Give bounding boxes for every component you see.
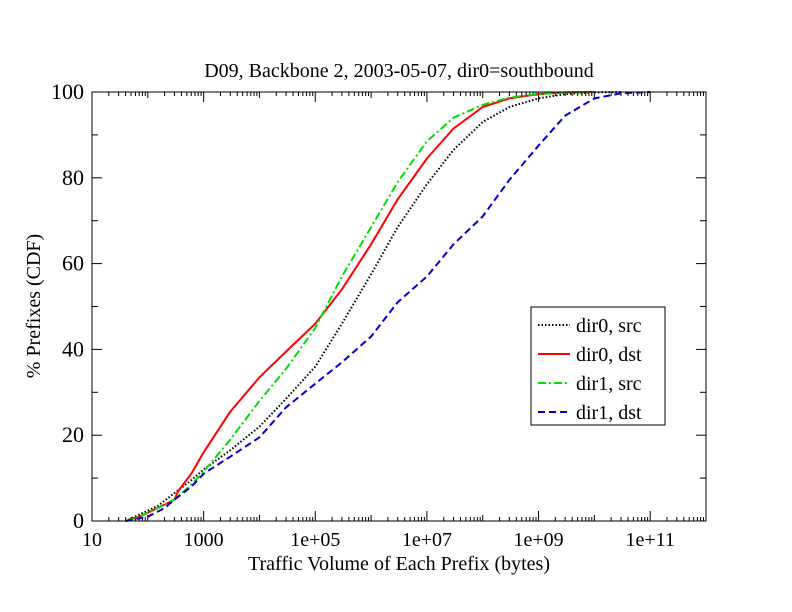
series-line-4 <box>125 91 651 522</box>
y-tick-labels: 0 20 40 60 80 100 <box>51 79 84 533</box>
x-axis-label: Traffic Volume of Each Prefix (bytes) <box>248 553 550 575</box>
legend-label-1: dir0, src <box>576 315 642 337</box>
series-lines <box>125 91 651 522</box>
y-axis-label: % Prefixes (CDF) <box>23 234 45 378</box>
legend-label-3: dir1, src <box>576 373 642 395</box>
legend-box <box>530 306 666 426</box>
legend-label-2: dir0, dst <box>576 344 642 366</box>
y-tick-label: 20 <box>62 422 84 447</box>
y-tick-label: 100 <box>51 79 84 104</box>
x-tick-label: 10 <box>82 529 102 551</box>
x-tick-label: 1e+09 <box>513 529 563 551</box>
x-tick-label: 1000 <box>184 529 224 551</box>
x-tick-label: 1e+05 <box>290 529 340 551</box>
chart-title: D09, Backbone 2, 2003-05-07, dir0=southb… <box>204 60 594 82</box>
y-tick-label: 0 <box>73 508 84 533</box>
y-tick-label: 60 <box>62 251 84 276</box>
series-line-3 <box>125 91 595 522</box>
legend: dir0, src dir0, dst dir1, src dir1, dst <box>530 306 666 426</box>
plot-frame <box>91 91 707 522</box>
x-tick-label: 1e+07 <box>402 529 452 551</box>
y-tick-label: 80 <box>62 165 84 190</box>
legend-label-4: dir1, dst <box>576 402 642 424</box>
x-tick-label: 1e+11 <box>625 529 674 551</box>
y-tick-label: 40 <box>62 336 84 361</box>
x-tick-labels: 10 1000 1e+05 1e+07 1e+09 1e+11 <box>82 529 675 551</box>
series-line-2 <box>125 91 595 522</box>
